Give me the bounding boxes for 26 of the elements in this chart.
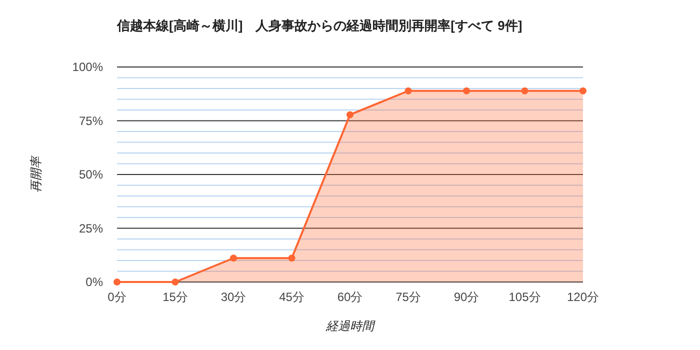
point: [230, 254, 237, 262]
point: [346, 111, 354, 118]
y-tick-label: 0%: [86, 275, 104, 289]
x-tick-label: 90分: [454, 290, 480, 304]
y-tick-label: 50%: [78, 168, 104, 182]
point: [114, 278, 120, 286]
point: [404, 87, 412, 94]
point: [172, 278, 179, 286]
y-tick-label: 100%: [72, 60, 104, 74]
y-axis-title: 再開率: [29, 154, 43, 192]
y-tick-label: 25%: [78, 221, 104, 236]
point: [580, 87, 586, 94]
point: [463, 87, 470, 94]
x-tick-label: 60分: [337, 290, 363, 304]
x-tick-label: 75分: [396, 290, 421, 304]
point: [521, 87, 528, 94]
point: [288, 254, 296, 262]
x-axis-title: 経過時間: [325, 319, 376, 333]
x-tick-label: 105分: [508, 290, 541, 304]
y-tick-label: 75%: [78, 114, 104, 128]
x-tick-label: 30分: [220, 290, 246, 304]
x-tick-label: 45分: [279, 290, 304, 304]
chart-title: 信越本線[高崎～横川] 人身事故からの経過時間別再開率[すべて 9件]: [116, 18, 522, 33]
x-tick-label: 120分: [566, 290, 600, 304]
x-tick-label: 0分: [108, 290, 126, 304]
x-tick-label: 15分: [162, 290, 188, 304]
